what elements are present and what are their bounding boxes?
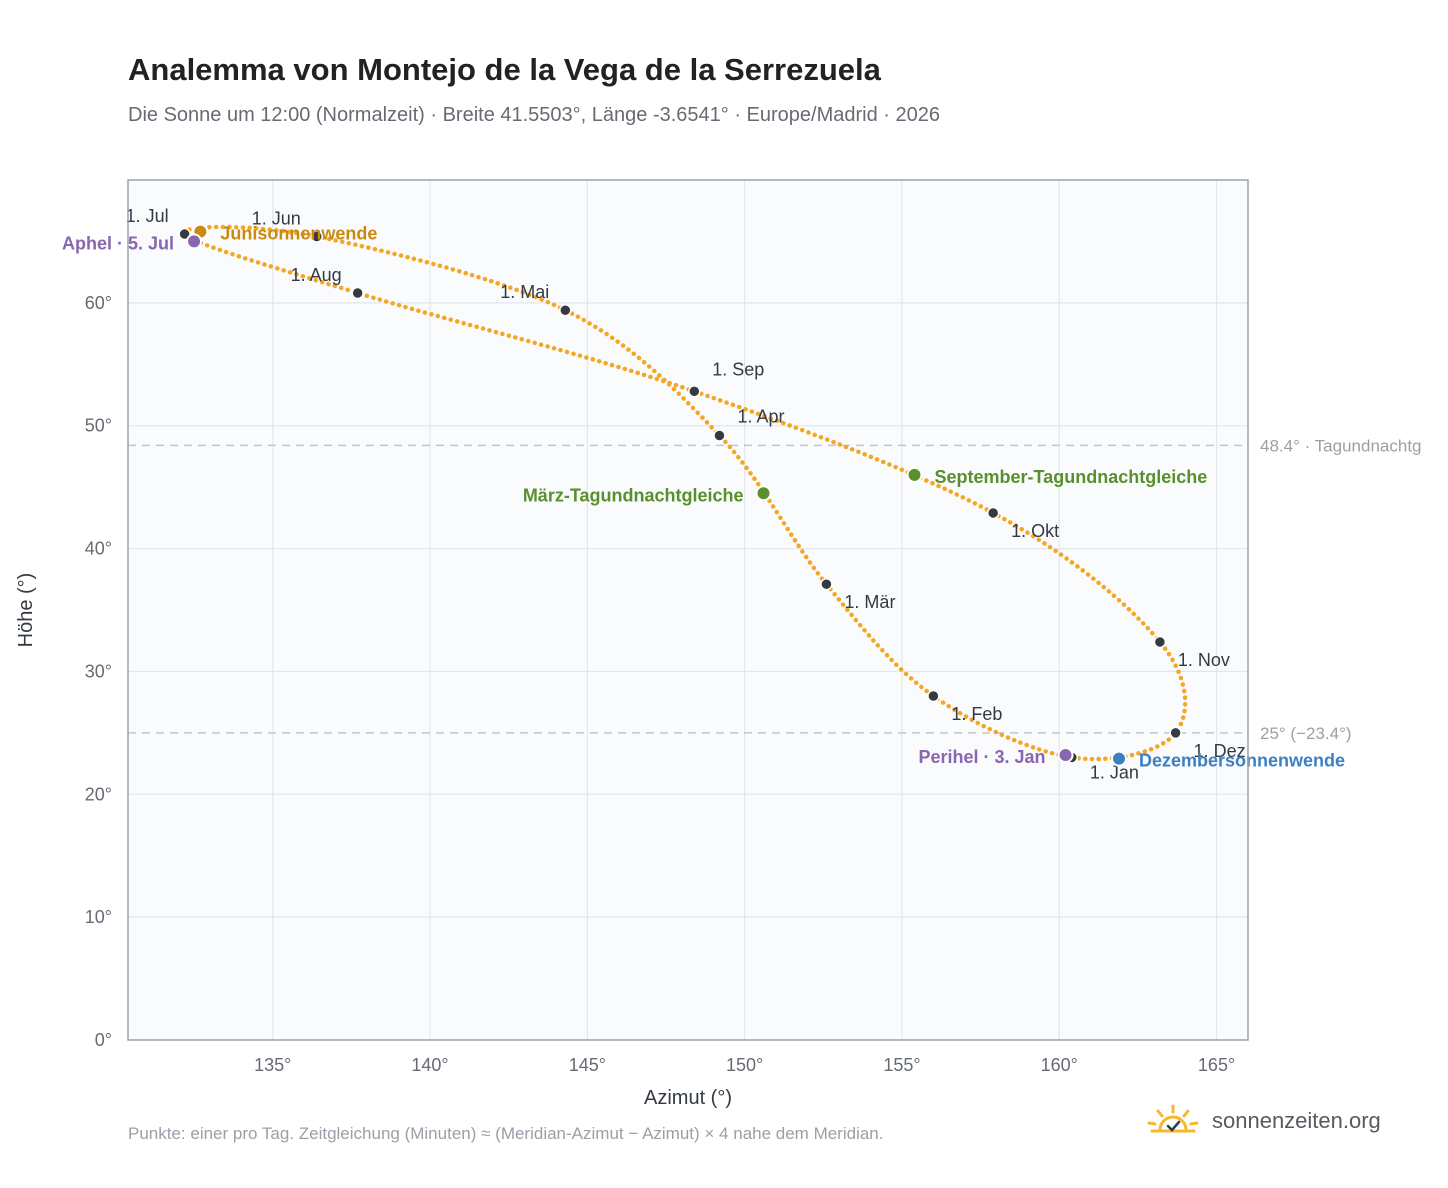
event-marker bbox=[186, 233, 203, 250]
analemma-curve bbox=[182, 224, 1188, 762]
x-tick-label: 155° bbox=[883, 1055, 920, 1075]
y-tick-label: 40° bbox=[85, 539, 112, 559]
x-tick-label: 165° bbox=[1198, 1055, 1235, 1075]
sun-check-icon bbox=[1147, 1104, 1199, 1133]
month-marker bbox=[351, 286, 364, 300]
x-axis-title: Azimut (°) bbox=[644, 1087, 732, 1109]
y-tick-label: 30° bbox=[85, 661, 112, 681]
plot-frame bbox=[127, 179, 1249, 1041]
event-label: Dezembersonnenwende bbox=[1139, 751, 1345, 771]
month-label: 1. Dez bbox=[1194, 741, 1246, 761]
month-marker bbox=[1169, 726, 1182, 740]
month-label: 1. Jun bbox=[252, 209, 301, 229]
month-label: 1. Feb bbox=[951, 704, 1002, 724]
month-label: 1. Sep bbox=[712, 359, 764, 379]
analemma-daily-points bbox=[182, 224, 1188, 762]
month-label: 1. Mai bbox=[500, 282, 549, 302]
event-label: Junisonnenwende bbox=[220, 224, 377, 244]
y-tick-label: 60° bbox=[85, 293, 112, 313]
month-marker bbox=[820, 577, 833, 591]
plot-area bbox=[128, 180, 1248, 1040]
event-label: September-Tagundnachtgleiche bbox=[935, 467, 1208, 487]
month-marker bbox=[713, 429, 726, 442]
y-axis-title: Höhe (°) bbox=[15, 573, 37, 648]
month-marker bbox=[1153, 635, 1167, 649]
month-label: 1. Aug bbox=[291, 265, 342, 285]
x-tick-label: 150° bbox=[726, 1055, 763, 1075]
chart-title: Analemma von Montejo de la Vega de la Se… bbox=[128, 52, 881, 87]
event-label: März-Tagundnachtgleiche bbox=[523, 485, 744, 505]
event-marker bbox=[906, 466, 923, 483]
y-tick-label: 50° bbox=[85, 416, 112, 436]
month-marker bbox=[688, 385, 701, 398]
month-label: 1. Jan bbox=[1090, 762, 1139, 782]
reference-line-label: 48.4° · Tagundnachtg bbox=[1260, 436, 1422, 455]
month-marker bbox=[310, 230, 324, 243]
x-tick-label: 145° bbox=[569, 1055, 606, 1075]
brand[interactable]: sonnenzeiten.org bbox=[1146, 1104, 1381, 1138]
event-label: Aphel · 5. Jul bbox=[62, 233, 174, 253]
month-label: 1. Jul bbox=[126, 206, 169, 226]
y-tick-label: 10° bbox=[85, 907, 112, 927]
reference-line-label: 25° (−23.4°) bbox=[1260, 724, 1352, 743]
month-label: 1. Okt bbox=[1011, 521, 1059, 541]
month-marker bbox=[178, 227, 191, 241]
month-label: 1. Mär bbox=[844, 592, 895, 612]
x-tick-label: 140° bbox=[411, 1055, 448, 1075]
month-label: 1. Nov bbox=[1178, 650, 1230, 670]
event-marker bbox=[1111, 750, 1128, 767]
month-marker bbox=[559, 303, 572, 317]
reference-lines: 48.4° · Tagundnachtg 25° (−23.4°) bbox=[128, 436, 1422, 743]
y-tick-label: 20° bbox=[85, 784, 112, 804]
x-tick-label: 135° bbox=[254, 1055, 291, 1075]
brand-name: sonnenzeiten.org bbox=[1212, 1108, 1381, 1133]
event-label: Perihel · 3. Jan bbox=[918, 747, 1045, 767]
axis-ticks: 135° 140° 145° 150° 155° 160° 165° 0° 10° 20° 30° 4… bbox=[85, 293, 1235, 1075]
event-marker bbox=[1057, 746, 1074, 763]
footnote: Punkte: einer pro Tag. Zeitgleichung (Mi… bbox=[128, 1124, 884, 1143]
month-markers: 1. Jan 1. Feb 1. Mär 1. Apr 1. Mai 1. Jun 1. J… bbox=[126, 206, 1246, 782]
event-marker bbox=[755, 485, 772, 502]
chart-subtitle: Die Sonne um 12:00 (Normalzeit) · Breite… bbox=[128, 104, 941, 126]
y-tick-label: 0° bbox=[95, 1030, 112, 1050]
month-marker bbox=[927, 689, 940, 703]
month-label: 1. Apr bbox=[737, 407, 784, 427]
x-tick-label: 160° bbox=[1041, 1055, 1078, 1075]
month-marker bbox=[986, 506, 1000, 520]
event-markers: März-Tagundnachtgleiche September-Tagundn… bbox=[62, 223, 1345, 771]
